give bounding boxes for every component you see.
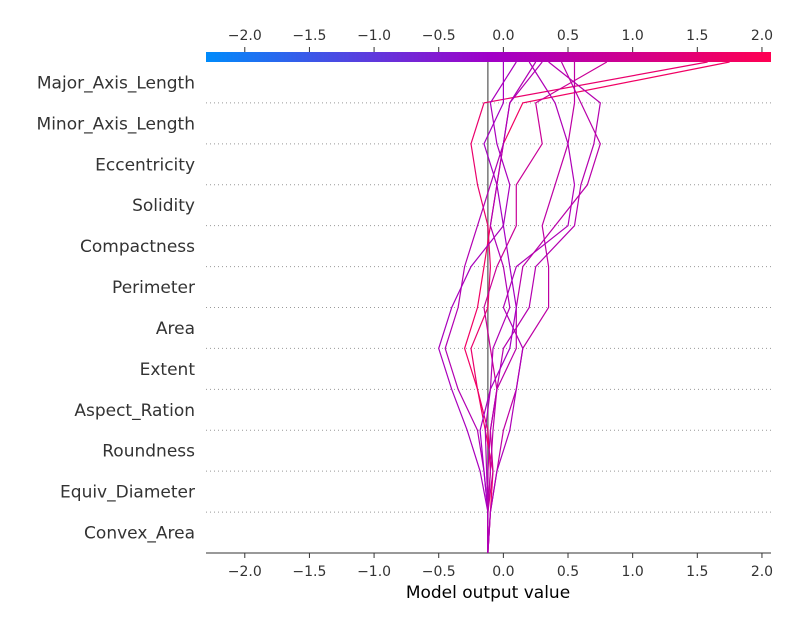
bottom-tick-label: 0.5 xyxy=(557,564,579,580)
feature-label: Major_Axis_Length xyxy=(37,73,195,93)
bottom-tick-label: −2.0 xyxy=(228,564,262,580)
top-tick-label: −0.5 xyxy=(422,28,456,44)
top-tick-label: 1.5 xyxy=(686,28,708,44)
decision-line xyxy=(487,61,576,554)
bottom-tick-label: −0.5 xyxy=(422,564,456,580)
top-tick-label: 1.0 xyxy=(622,28,644,44)
top-tick-label: −1.5 xyxy=(292,28,326,44)
top-tick-label: 0.5 xyxy=(557,28,579,44)
top-tick-label: −1.0 xyxy=(357,28,391,44)
feature-label: Equiv_Diameter xyxy=(60,483,195,503)
decision-lines xyxy=(438,61,730,554)
decision-line xyxy=(479,62,517,553)
decision-line xyxy=(484,61,537,553)
decision-line xyxy=(487,61,601,553)
bottom-tick-label: 0.0 xyxy=(492,564,514,580)
feature-label: Roundness xyxy=(102,442,195,462)
decision-line xyxy=(438,61,517,553)
decision-line xyxy=(483,61,608,553)
feature-label: Aspect_Ration xyxy=(74,401,195,421)
decision-line xyxy=(444,61,543,553)
feature-label: Solidity xyxy=(132,196,195,216)
bottom-tick-label: −1.0 xyxy=(357,564,391,580)
x-axis-title: Model output value xyxy=(406,583,570,603)
feature-label: Compactness xyxy=(80,237,195,257)
feature-label: Convex_Area xyxy=(84,524,195,544)
top-axis: −2.0 −1.5 −1.0 −0.5 0.0 0.5 1.0 1.5 2.0 xyxy=(228,28,773,52)
bottom-tick-label: 1.5 xyxy=(686,564,708,580)
bottom-tick-label: 2.0 xyxy=(751,564,773,580)
top-tick-label: 2.0 xyxy=(751,28,773,44)
top-tick-label: −2.0 xyxy=(228,28,262,44)
decision-line xyxy=(487,62,576,554)
bottom-tick-label: 1.0 xyxy=(622,564,644,580)
feature-label: Perimeter xyxy=(112,278,195,298)
feature-label: Area xyxy=(156,319,195,339)
feature-label: Eccentricity xyxy=(95,155,195,175)
feature-label: Minor_Axis_Length xyxy=(37,114,195,134)
bottom-tick-label: −1.5 xyxy=(292,564,326,580)
colorbar xyxy=(206,52,771,62)
feature-label: Extent xyxy=(140,360,196,380)
bottom-axis: −2.0 −1.5 −1.0 −0.5 0.0 0.5 1.0 1.5 2.0 xyxy=(206,552,773,580)
top-tick-label: 0.0 xyxy=(492,28,514,44)
feature-labels: Major_Axis_Length Minor_Axis_Length Eccent… xyxy=(37,73,196,543)
